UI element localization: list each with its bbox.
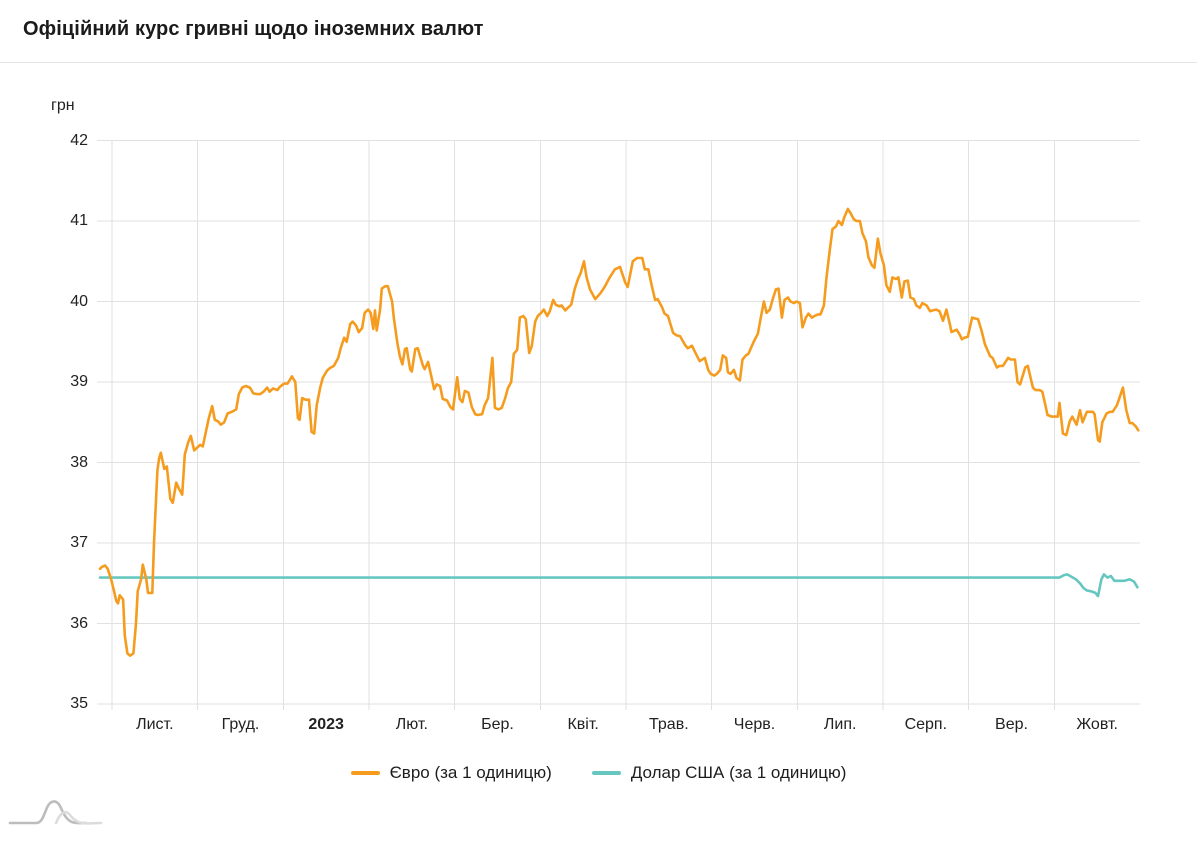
y-tick-label: 38 bbox=[70, 453, 88, 471]
y-tick-label: 36 bbox=[70, 614, 88, 632]
y-tick-label: 40 bbox=[70, 292, 88, 310]
x-tick-label: 2023 bbox=[308, 716, 344, 733]
x-tick-label: Груд. bbox=[221, 716, 260, 733]
y-tick-label: 42 bbox=[70, 131, 88, 149]
legend-item-usd[interactable]: Долар США (за 1 одиницю) bbox=[591, 763, 847, 783]
y-tick-label: 35 bbox=[70, 695, 88, 712]
usd-line-swatch bbox=[591, 771, 621, 775]
x-tick-label: Вер. bbox=[995, 716, 1028, 733]
euro-line-swatch bbox=[350, 771, 380, 775]
x-tick-label: Трав. bbox=[649, 716, 689, 733]
y-tick-label: 37 bbox=[70, 534, 88, 551]
x-tick-label: Черв. bbox=[733, 716, 776, 733]
chart-legend: Євро (за 1 одиницю) Долар США (за 1 один… bbox=[0, 763, 1197, 783]
x-tick-label: Жовт. bbox=[1076, 716, 1118, 733]
x-tick-label: Квіт. bbox=[567, 716, 599, 733]
legend-label-euro: Євро (за 1 одиницю) bbox=[389, 763, 552, 782]
x-tick-label: Лип. bbox=[823, 716, 857, 733]
page-title: Офіційний курс гривні щодо іноземних вал… bbox=[23, 18, 484, 40]
legend-item-euro[interactable]: Євро (за 1 одиницю) bbox=[350, 763, 552, 783]
y-tick-label: 41 bbox=[70, 212, 88, 229]
legend-label-usd: Долар США (за 1 одиницю) bbox=[630, 763, 847, 782]
x-tick-label: Лют. bbox=[395, 716, 428, 733]
y-tick-label: 39 bbox=[70, 373, 88, 390]
page-header: Офіційний курс гривні щодо іноземних вал… bbox=[0, 0, 1197, 63]
x-tick-label: Серп. bbox=[904, 716, 948, 733]
y-axis-unit-label: грн bbox=[51, 97, 75, 114]
x-tick-label: Лист. bbox=[136, 716, 174, 733]
mountains-logo-icon bbox=[8, 800, 103, 825]
x-tick-label: Бер. bbox=[481, 716, 514, 733]
